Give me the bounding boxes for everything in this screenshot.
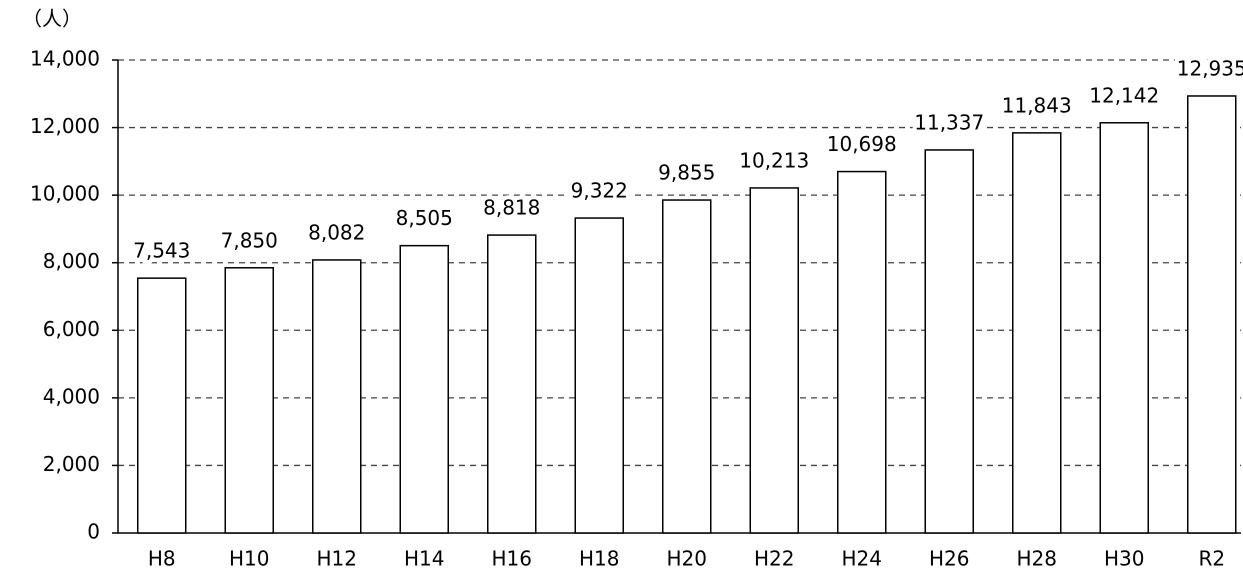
bar [924, 149, 974, 534]
value-label: 10,213 [739, 148, 809, 172]
y-tick-label: 6,000 [43, 317, 100, 341]
value-label: 8,082 [308, 220, 365, 244]
x-tick-label: H14 [404, 547, 445, 571]
value-label: 8,505 [396, 206, 453, 230]
bar [574, 217, 624, 534]
value-label: 9,322 [571, 179, 628, 203]
y-tick-label: 2,000 [43, 452, 100, 476]
value-label: 10,698 [827, 132, 897, 156]
x-tick-label: R2 [1198, 547, 1225, 571]
bar [137, 277, 187, 534]
y-tick-label: 10,000 [30, 182, 100, 206]
bar [1099, 122, 1149, 534]
value-label: 7,850 [221, 228, 278, 252]
x-tick-label: H24 [842, 547, 883, 571]
value-label: 12,935 [1177, 56, 1243, 80]
value-label: 11,843 [1002, 93, 1072, 117]
bar [224, 267, 274, 534]
x-tick-label: H30 [1104, 547, 1145, 571]
y-tick-label: 12,000 [30, 114, 100, 138]
x-tick-label: H28 [1017, 547, 1058, 571]
x-tick-label: H16 [492, 547, 533, 571]
value-label: 8,818 [483, 196, 540, 220]
bar [749, 187, 799, 534]
x-tick-label: H12 [317, 547, 358, 571]
value-label: 9,855 [658, 161, 715, 185]
x-tick-label: H10 [229, 547, 270, 571]
x-tick-label: H26 [929, 547, 970, 571]
bar [1012, 132, 1062, 534]
value-label: 12,142 [1089, 83, 1159, 107]
x-tick-label: H20 [667, 547, 708, 571]
bar [662, 199, 712, 534]
value-label: 7,543 [133, 239, 190, 263]
y-tick-label: 14,000 [30, 47, 100, 71]
bar [312, 259, 362, 534]
value-label: 11,337 [914, 110, 984, 134]
bar [399, 244, 449, 534]
bar [837, 170, 887, 534]
x-tick-label: H18 [579, 547, 620, 571]
y-tick-label: 0 [87, 520, 100, 544]
bar [487, 234, 537, 534]
y-tick-label: 4,000 [43, 384, 100, 408]
x-tick-label: H22 [754, 547, 795, 571]
bar [1187, 95, 1237, 534]
y-tick-label: 8,000 [43, 249, 100, 273]
x-tick-label: H8 [148, 547, 176, 571]
y-axis-label: （人） [22, 7, 82, 31]
